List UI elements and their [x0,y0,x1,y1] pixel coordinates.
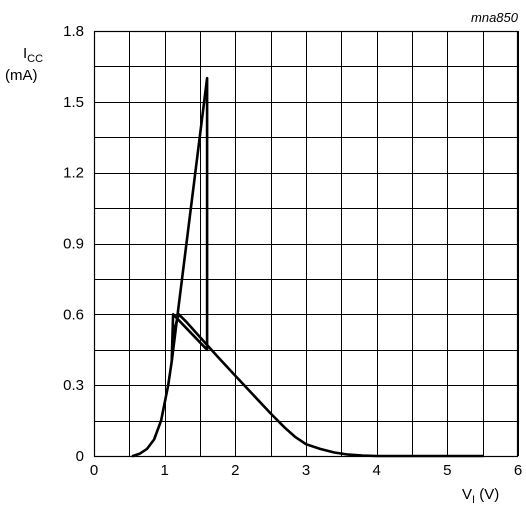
y-tick-label: 1.2 [63,165,84,182]
chart-tick-labels: 0 1 2 3 4 5 6 0 0.3 0.6 0.9 1.2 1.5 1.8 [63,23,522,479]
x-axis-label-subscript: I [472,494,475,506]
y-tick-label: 0 [76,448,84,465]
y-axis-unit: (mA) [5,67,38,84]
x-tick-label: 1 [160,462,168,479]
x-tick-label: 0 [90,462,98,479]
y-tick-label: 1.8 [63,23,84,40]
x-tick-label: 6 [514,462,522,479]
x-axis-label: VI (V) [462,486,499,506]
y-tick-label: 0.9 [63,236,84,253]
x-tick-label: 3 [302,462,310,479]
x-axis-unit: (V) [475,486,499,503]
y-axis-label: ICC [23,45,43,65]
y-tick-label: 0.6 [63,306,84,323]
plot-frame [93,30,519,458]
y-axis-label-main: I [23,45,27,62]
chart-grid [93,30,519,458]
y-axis-label-subscript: CC [27,53,43,65]
y-tick-label: 0.3 [63,377,84,394]
x-axis-label-main: V [462,486,472,503]
x-tick-label: 5 [443,462,451,479]
x-tick-label: 4 [372,462,380,479]
series-line-1 [131,313,484,458]
y-tick-label: 1.5 [63,94,84,111]
x-tick-label: 2 [231,462,239,479]
series-line-2 [170,76,209,363]
chart-series [131,76,484,458]
figure-code: mna850 [471,10,519,25]
